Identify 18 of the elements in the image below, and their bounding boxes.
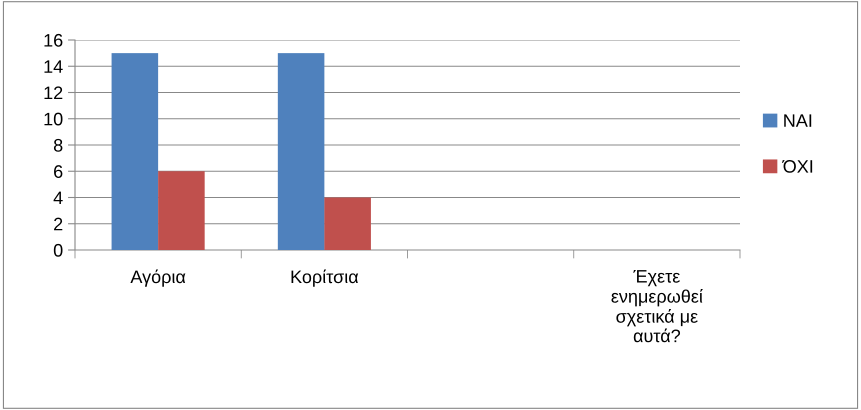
y-tick-label: 4 <box>54 192 63 204</box>
bar <box>112 53 158 250</box>
legend-label: ΌΧΙ <box>782 160 812 173</box>
y-tick-label: 10 <box>44 112 62 126</box>
bar <box>158 171 205 250</box>
y-tick-label: 12 <box>44 86 62 100</box>
legend-label: NAI <box>784 114 812 127</box>
y-tick-label: 0 <box>54 244 62 257</box>
y-tick-label: 2 <box>54 218 62 230</box>
x-tick-label: Έχετε ενημερωθεί σχετικά με αυτά? <box>611 270 703 342</box>
bar <box>278 53 324 250</box>
y-tick-label: 16 <box>44 34 62 47</box>
x-tick-label: Αγόρια <box>130 269 186 287</box>
bar <box>324 198 371 250</box>
x-tick-label: Κορίτσια <box>292 269 358 287</box>
y-tick-label: 14 <box>44 60 63 73</box>
y-tick-label: 8 <box>54 138 62 152</box>
y-tick-label: 6 <box>54 165 62 178</box>
